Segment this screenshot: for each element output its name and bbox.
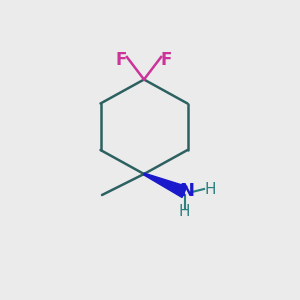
Text: H: H (179, 204, 190, 219)
Polygon shape (144, 173, 187, 197)
Text: F: F (116, 51, 127, 69)
Text: F: F (161, 51, 172, 69)
Text: N: N (179, 182, 194, 200)
Text: H: H (204, 182, 216, 196)
